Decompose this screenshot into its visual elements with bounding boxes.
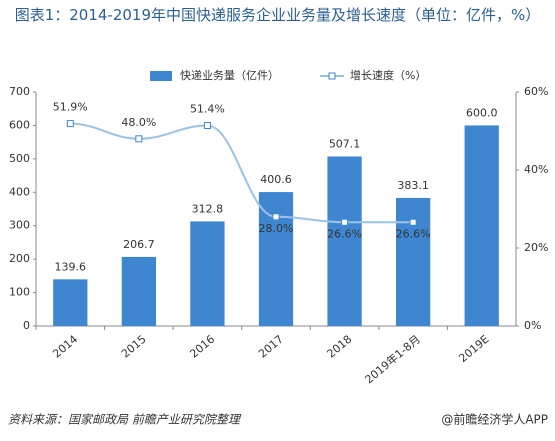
line-value-label: 26.6% <box>327 227 362 240</box>
bar <box>327 156 362 326</box>
y-tick-label: 400 <box>9 185 30 198</box>
x-tick-label: 2019年1-8月 <box>362 332 423 386</box>
y-tick-label: 500 <box>9 152 30 165</box>
line-value-label: 51.4% <box>190 103 225 116</box>
bar <box>396 197 431 326</box>
bar <box>121 256 156 326</box>
y-tick-label: 700 <box>9 85 30 98</box>
y2-tick-label: 60% <box>524 85 548 98</box>
legend-swatch <box>150 71 172 81</box>
bar <box>190 221 225 326</box>
line-value-label: 48.0% <box>121 116 156 129</box>
y-tick-label: 600 <box>9 118 30 131</box>
x-tick-label: 2018 <box>325 333 355 361</box>
line-value-label: 26.6% <box>396 227 431 240</box>
bar-value-label: 206.7 <box>123 238 155 251</box>
legend-label: 快递业务量（亿件） <box>180 68 279 82</box>
chart-title: 图表1：2014-2019年中国快递服务企业业务量及增长速度（单位：亿件，%） <box>14 6 541 24</box>
line-marker <box>409 218 417 226</box>
x-tick-label: 2019E <box>456 333 491 365</box>
brand: @前瞻经济学人APP <box>441 412 548 427</box>
y2-tick-label: 40% <box>524 163 548 176</box>
x-tick-label: 2017 <box>256 333 286 361</box>
y2-tick-label: 20% <box>524 241 548 254</box>
source: 资料来源：国家邮政局 前瞻产业研究院整理 <box>8 413 242 427</box>
legend-marker <box>328 72 336 80</box>
bar <box>464 125 499 326</box>
x-tick-label: 2015 <box>119 333 149 361</box>
y-tick-label: 300 <box>9 219 30 232</box>
line-marker <box>66 120 74 128</box>
y2-tick-label: 0% <box>524 319 541 332</box>
line-value-label: 51.9% <box>53 101 88 114</box>
bar-value-label: 383.1 <box>397 179 429 192</box>
bar <box>53 279 88 326</box>
line-marker <box>341 218 349 226</box>
bar-value-label: 600.0 <box>466 106 498 119</box>
x-tick-label: 2016 <box>187 333 217 361</box>
y-tick-label: 0 <box>23 319 30 332</box>
line-value-label: 28.0% <box>259 222 294 235</box>
bar <box>258 192 294 326</box>
line-marker <box>135 135 143 143</box>
legend-label: 增长速度（%） <box>350 68 426 82</box>
bar-value-label: 312.8 <box>192 202 224 215</box>
line <box>70 122 414 224</box>
x-tick-label: 2014 <box>50 333 80 361</box>
line-marker <box>203 122 211 130</box>
bar-value-label: 400.6 <box>260 173 292 186</box>
bar-value-label: 507.1 <box>329 137 361 150</box>
y-tick-label: 200 <box>9 252 30 265</box>
y-tick-label: 100 <box>9 286 30 299</box>
bar-value-label: 139.6 <box>55 260 87 273</box>
line-marker <box>272 213 280 221</box>
